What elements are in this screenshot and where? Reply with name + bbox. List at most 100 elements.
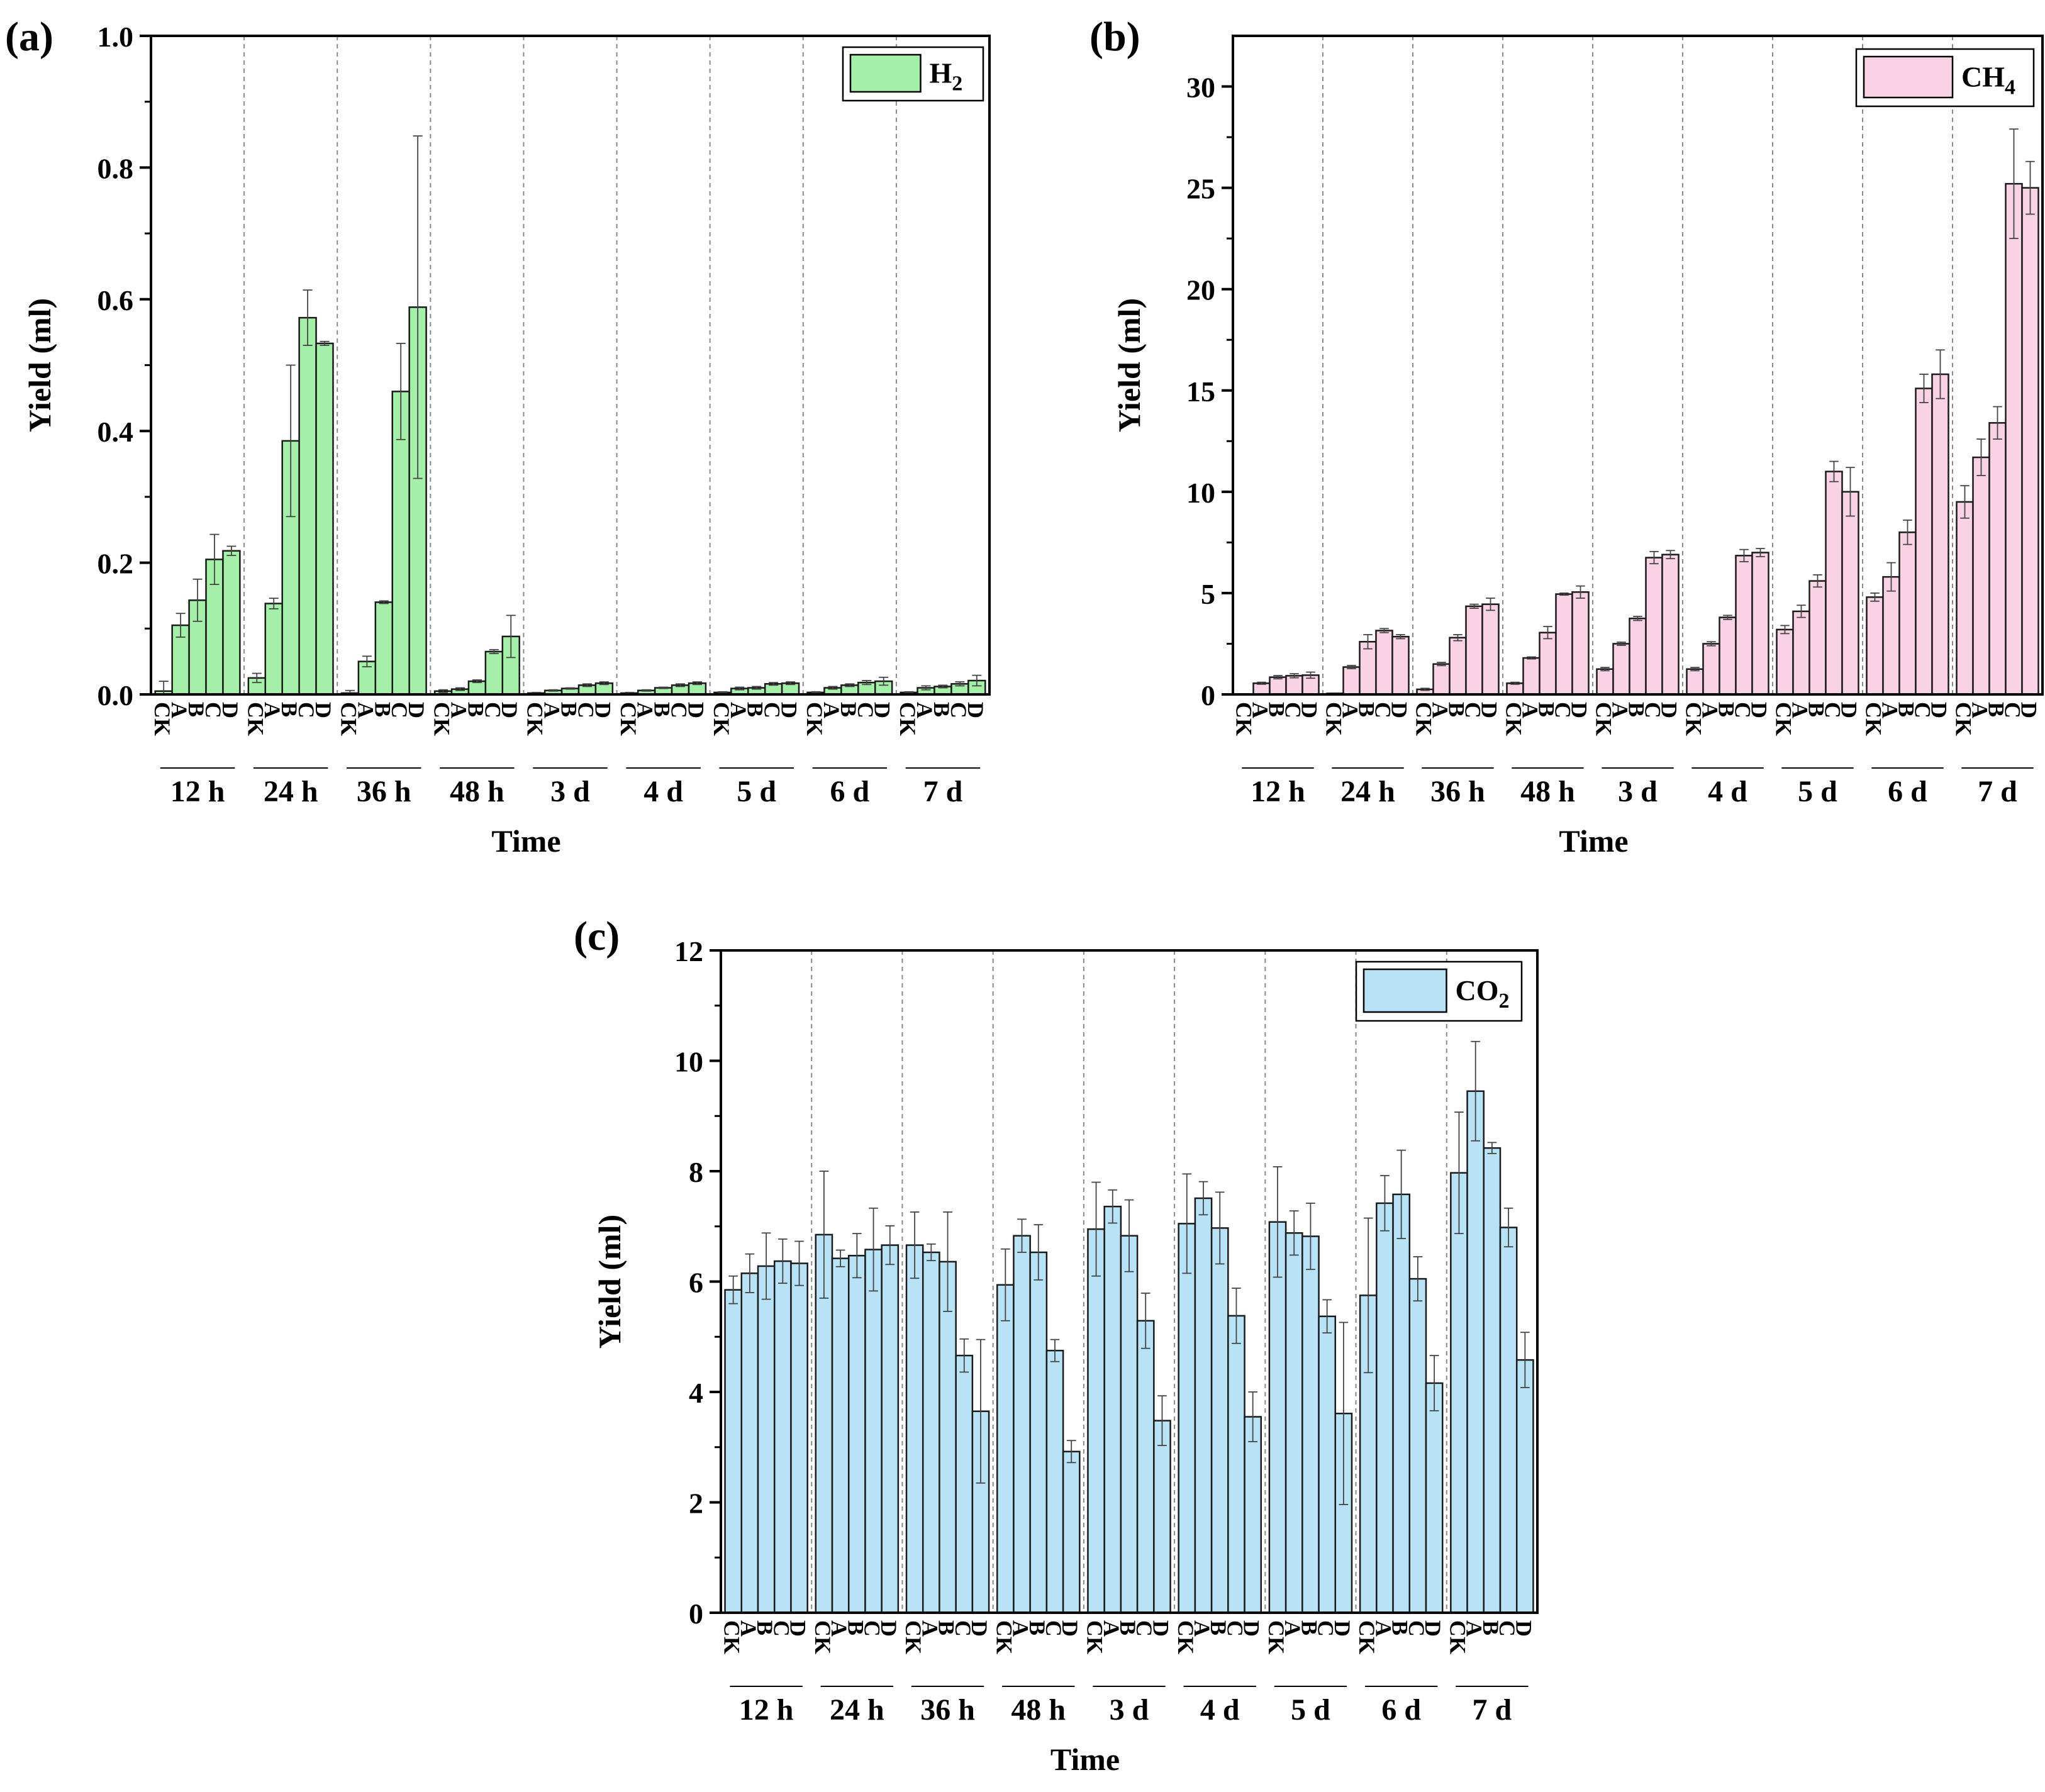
treatment-tick-label: A	[633, 702, 658, 718]
error-bar	[1469, 603, 1479, 609]
treatment-tick-label: C	[294, 702, 319, 718]
error-bar	[1649, 550, 1659, 565]
bar-48h-A	[1013, 1235, 1031, 1614]
treatment-tick-label: C	[760, 702, 785, 718]
error-bar	[1215, 1191, 1225, 1265]
legend-label: CO2	[1456, 974, 1510, 1013]
bar-48h-B	[467, 680, 487, 696]
treatment-tick-label: CK	[895, 702, 920, 736]
error-bar	[1666, 550, 1675, 560]
error-bar	[472, 679, 482, 684]
bar-12h-B	[1269, 676, 1287, 696]
error-bar	[455, 687, 465, 691]
treatment-tick-label: C	[201, 702, 226, 718]
error-bar	[718, 691, 728, 694]
y-tick-label: 25	[1186, 173, 1215, 205]
error-bar	[642, 689, 652, 692]
y-tick-label: 10	[1186, 477, 1215, 509]
treatment-tick-label: D	[2017, 702, 2042, 718]
error-bar	[565, 687, 576, 690]
group-label: 36 h	[920, 1693, 975, 1727]
treatment-tick-label: D	[786, 1620, 811, 1637]
treatment-tick-label: D	[497, 702, 522, 718]
error-bar	[1617, 641, 1626, 646]
y-tick-label: 2	[689, 1488, 703, 1520]
group-label: 12 h	[170, 775, 225, 808]
treatment-tick-label: A	[819, 702, 844, 718]
error-bar	[1813, 574, 1822, 588]
x-axis-label: Time	[491, 823, 560, 859]
error-bar	[2009, 128, 2019, 240]
group-label: 7 d	[923, 775, 963, 808]
bar-48h-C	[1045, 1349, 1064, 1614]
legend-label: H2	[930, 57, 963, 96]
treatment-tick-label: B	[650, 702, 675, 717]
treatment-tick-label: B	[836, 702, 861, 717]
legend-swatch	[1863, 55, 1954, 99]
error-bar	[1453, 634, 1463, 642]
group-label: 12 h	[1251, 775, 1305, 808]
treatment-tick-label: A	[1788, 702, 1813, 718]
error-bar	[1396, 634, 1405, 640]
bar-6d-D	[1425, 1382, 1444, 1614]
y-tick-label: 0.2	[98, 548, 134, 580]
error-bar	[1396, 1149, 1407, 1239]
error-bar	[910, 1211, 920, 1279]
treatment-tick-label: C	[1132, 1620, 1157, 1637]
y-tick-label: 6	[689, 1267, 703, 1299]
treatment-tick-label: B	[1388, 1620, 1413, 1635]
error-bar	[659, 686, 669, 689]
treatment-tick-label: D	[1297, 702, 1322, 718]
error-bar	[885, 1225, 895, 1266]
error-bar	[904, 691, 914, 694]
treatment-tick-label: CK	[991, 1620, 1017, 1654]
treatment-tick-label: CK	[1264, 1620, 1289, 1654]
bar-36h-A	[1432, 663, 1451, 696]
group-label: 4 d	[644, 775, 683, 808]
error-bar	[1576, 585, 1585, 599]
bar-4d-D	[1244, 1416, 1262, 1614]
bar-36h-C	[1465, 605, 1483, 696]
treatment-tick-label: A	[726, 702, 751, 718]
group-label: 3 d	[550, 775, 590, 808]
error-bar	[1050, 1338, 1060, 1362]
group-label: 12 h	[739, 1693, 794, 1727]
treatment-tick-label: A	[540, 702, 565, 718]
error-bar	[835, 1249, 845, 1267]
treatment-tick-label: A	[1008, 1620, 1034, 1637]
bar-4d-D	[1751, 552, 1769, 696]
treatment-tick-label: A	[1878, 702, 1903, 718]
treatment-tick-label: C	[1461, 702, 1486, 718]
error-bar	[1886, 562, 1896, 592]
error-bar	[811, 691, 821, 694]
bar-24h-A	[1342, 666, 1361, 696]
bar-12h-D	[790, 1262, 808, 1614]
y-tick-label: 1.0	[98, 21, 134, 53]
treatment-tick-label: B	[1534, 702, 1559, 717]
bar-36h-A	[922, 1251, 940, 1614]
bar-7d-CK	[1450, 1172, 1468, 1614]
bar-5d-B	[1301, 1235, 1320, 1614]
bar-3d-B	[1629, 617, 1647, 696]
bar-36h-C	[955, 1354, 974, 1614]
error-bar	[599, 681, 609, 686]
treatment-tick-label: D	[1387, 702, 1412, 718]
group-label: 7 d	[1473, 1693, 1512, 1727]
y-tick-label: 4	[689, 1377, 703, 1409]
treatment-tick-label: C	[1041, 1620, 1066, 1637]
bar-7d-B	[1988, 422, 2007, 696]
bar-6d-A	[1376, 1202, 1394, 1614]
y-axis-label: Yield (ml)	[592, 1215, 627, 1349]
error-bar	[692, 681, 703, 686]
bar-7d-B	[1483, 1147, 1502, 1614]
treatment-tick-label: D	[590, 702, 615, 718]
error-bar	[1723, 615, 1732, 620]
error-bar	[1322, 1299, 1332, 1334]
error-bar	[252, 672, 262, 684]
treatment-tick-label: A	[1190, 1620, 1215, 1637]
group-label: 3 d	[1618, 775, 1658, 808]
y-tick-label: 5	[1201, 578, 1215, 610]
treatment-tick-label: D	[218, 702, 243, 718]
bar-5d-B	[1808, 580, 1827, 696]
